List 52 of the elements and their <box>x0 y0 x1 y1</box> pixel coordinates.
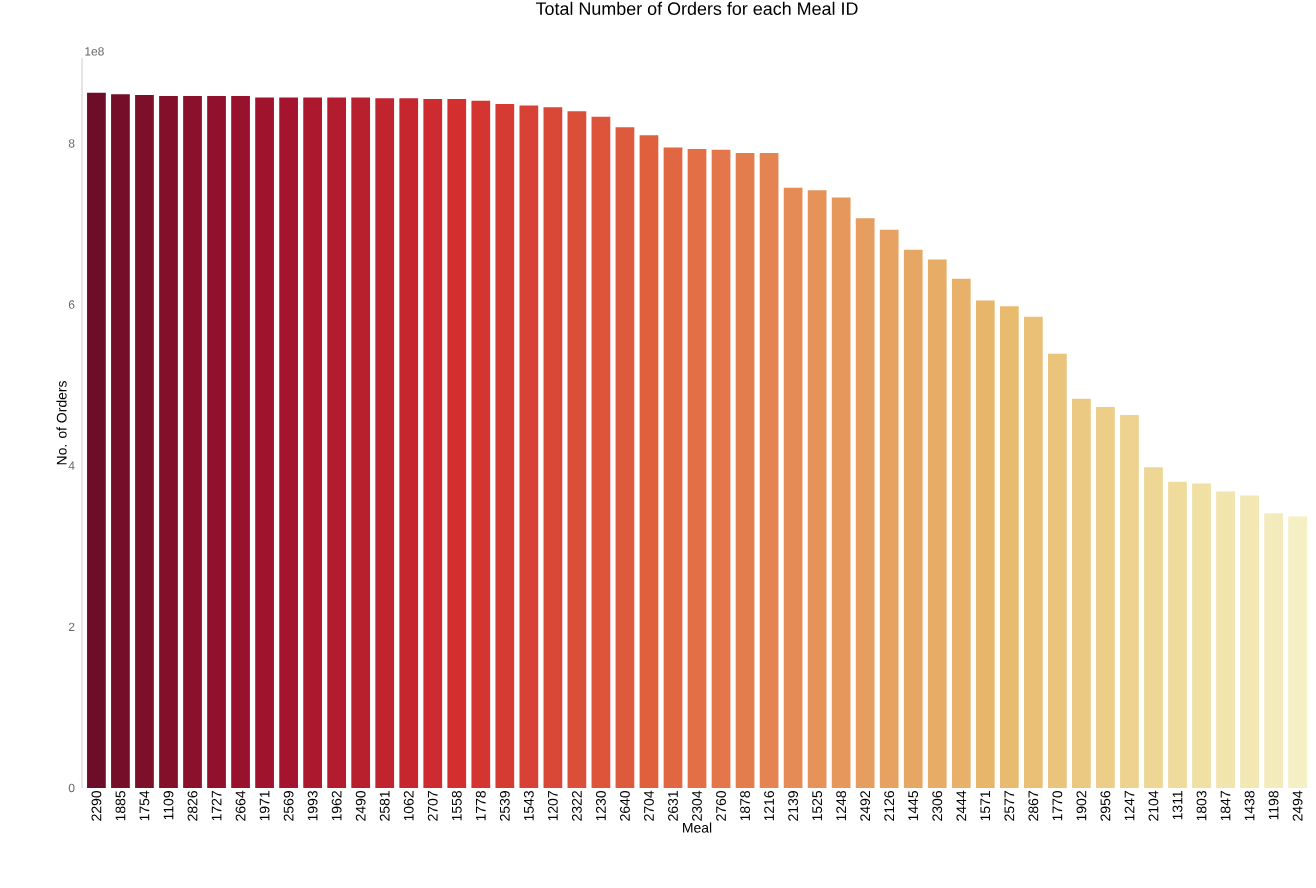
bar <box>999 306 1019 788</box>
chart-title: Total Number of Orders for each Meal ID <box>535 1 858 16</box>
bar <box>759 153 779 788</box>
bar <box>1120 414 1139 788</box>
bar <box>1023 316 1043 788</box>
bar <box>807 190 827 788</box>
bar <box>447 99 467 788</box>
bar <box>1047 353 1067 788</box>
bar <box>183 95 202 788</box>
bar <box>375 98 395 788</box>
bar <box>111 94 130 788</box>
bar <box>831 197 851 788</box>
bar <box>351 97 371 788</box>
bar <box>783 187 803 788</box>
bar <box>519 105 539 788</box>
bar <box>207 95 226 788</box>
bar <box>927 259 947 788</box>
bar <box>735 153 755 788</box>
bar <box>303 97 322 788</box>
bar <box>159 95 178 788</box>
bar <box>471 100 491 788</box>
bar <box>1072 398 1091 788</box>
bar <box>567 111 587 788</box>
bar <box>903 249 923 788</box>
bar <box>423 99 443 788</box>
bar <box>135 95 154 788</box>
bar <box>951 278 971 788</box>
bar <box>543 107 563 788</box>
bar <box>231 95 250 788</box>
bar <box>1144 467 1163 788</box>
bar <box>327 97 347 788</box>
bar <box>591 116 611 788</box>
bar <box>255 97 274 788</box>
bar <box>87 92 106 788</box>
bar <box>663 147 683 788</box>
bar <box>1216 491 1235 788</box>
bar <box>855 218 875 788</box>
bar <box>1264 513 1283 788</box>
bar <box>975 300 995 788</box>
bar <box>615 127 635 788</box>
bar <box>1192 483 1211 788</box>
bar <box>1240 495 1259 788</box>
bar <box>711 149 731 788</box>
bar <box>687 149 707 788</box>
bar <box>399 98 419 788</box>
bar <box>495 103 515 788</box>
bar <box>1096 406 1115 788</box>
bar <box>1288 516 1307 788</box>
bar <box>279 97 298 788</box>
bar <box>639 135 659 788</box>
bar <box>879 229 899 788</box>
bar <box>1168 481 1187 788</box>
